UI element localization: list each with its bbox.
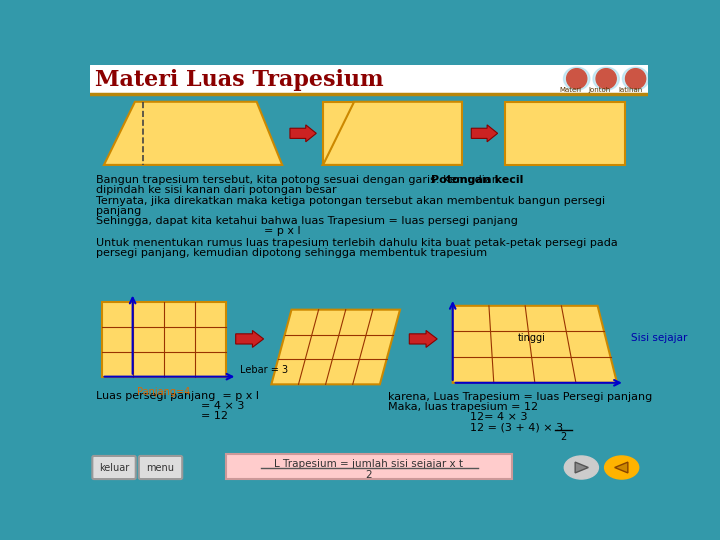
Text: persegi panjang, kemudian dipotong sehingga membentuk trapesium: persegi panjang, kemudian dipotong sehin…: [96, 248, 487, 258]
Ellipse shape: [622, 67, 649, 90]
Text: = 4 × 3: = 4 × 3: [96, 401, 245, 410]
Text: menu: menu: [147, 462, 174, 472]
Polygon shape: [575, 462, 588, 473]
Polygon shape: [104, 102, 282, 165]
Text: tinggi: tinggi: [518, 333, 546, 343]
Text: keluar: keluar: [99, 462, 129, 472]
Ellipse shape: [605, 456, 639, 479]
Text: Sisi sejajar: Sisi sejajar: [631, 333, 688, 343]
Ellipse shape: [596, 69, 616, 89]
Text: Maka, luas trapesium = 12: Maka, luas trapesium = 12: [388, 402, 539, 412]
Polygon shape: [453, 306, 617, 383]
Polygon shape: [235, 330, 264, 347]
Text: = p x l: = p x l: [264, 226, 301, 237]
Text: Jontoh: Jontoh: [589, 86, 611, 92]
Bar: [225, 455, 513, 479]
Polygon shape: [323, 102, 354, 165]
Text: Materi Luas Trapesium: Materi Luas Trapesium: [94, 69, 383, 91]
Text: 2: 2: [560, 432, 567, 442]
FancyBboxPatch shape: [92, 456, 136, 479]
Ellipse shape: [626, 69, 646, 89]
Ellipse shape: [564, 456, 598, 479]
Text: Sehingga, dapat kita ketahui bahwa luas Trapesium = luas persegi panjang: Sehingga, dapat kita ketahui bahwa luas …: [96, 217, 518, 226]
Text: dipindah ke sisi kanan dari potongan besar: dipindah ke sisi kanan dari potongan bes…: [96, 185, 337, 195]
FancyBboxPatch shape: [139, 456, 182, 479]
Polygon shape: [290, 125, 316, 142]
Text: Luas persegi panjang  = p x l: Luas persegi panjang = p x l: [96, 390, 259, 401]
Bar: [102, 302, 225, 377]
Text: Ternyata, jika direkatkan maka ketiga potongan tersebut akan membentuk bangun pe: Ternyata, jika direkatkan maka ketiga po…: [96, 197, 606, 206]
Text: L Trapesium = jumlah sisi sejajar x t: L Trapesium = jumlah sisi sejajar x t: [274, 459, 464, 469]
Text: panjang: panjang: [96, 206, 141, 217]
Text: karena, Luas Trapesium = luas Persegi panjang: karena, Luas Trapesium = luas Persegi pa…: [388, 392, 652, 402]
Text: Lebar = 3: Lebar = 3: [240, 365, 288, 375]
Polygon shape: [472, 125, 498, 142]
Polygon shape: [271, 309, 400, 384]
Ellipse shape: [593, 67, 619, 90]
Bar: [505, 102, 625, 165]
Text: 2: 2: [366, 470, 372, 480]
Text: 12 = (3 + 4) × 3: 12 = (3 + 4) × 3: [469, 422, 563, 432]
Polygon shape: [323, 102, 462, 165]
Bar: [90, 65, 648, 94]
Text: Materi: Materi: [559, 86, 582, 92]
Text: Untuk menentukan rumus luas trapesium terlebih dahulu kita buat petak-petak pers: Untuk menentukan rumus luas trapesium te…: [96, 238, 618, 248]
Polygon shape: [615, 462, 628, 473]
Text: latihan: latihan: [618, 86, 643, 92]
Text: Potongan kecil: Potongan kecil: [431, 175, 523, 185]
Ellipse shape: [564, 67, 590, 90]
Text: Panjang=4: Panjang=4: [137, 387, 190, 397]
Text: Bangun trapesium tersebut, kita potong sesuai dengan garis. Kemudian: Bangun trapesium tersebut, kita potong s…: [96, 175, 503, 185]
Polygon shape: [409, 330, 437, 347]
Ellipse shape: [567, 69, 587, 89]
Text: 12= 4 × 3: 12= 4 × 3: [469, 412, 527, 422]
Text: = 12: = 12: [96, 410, 228, 421]
